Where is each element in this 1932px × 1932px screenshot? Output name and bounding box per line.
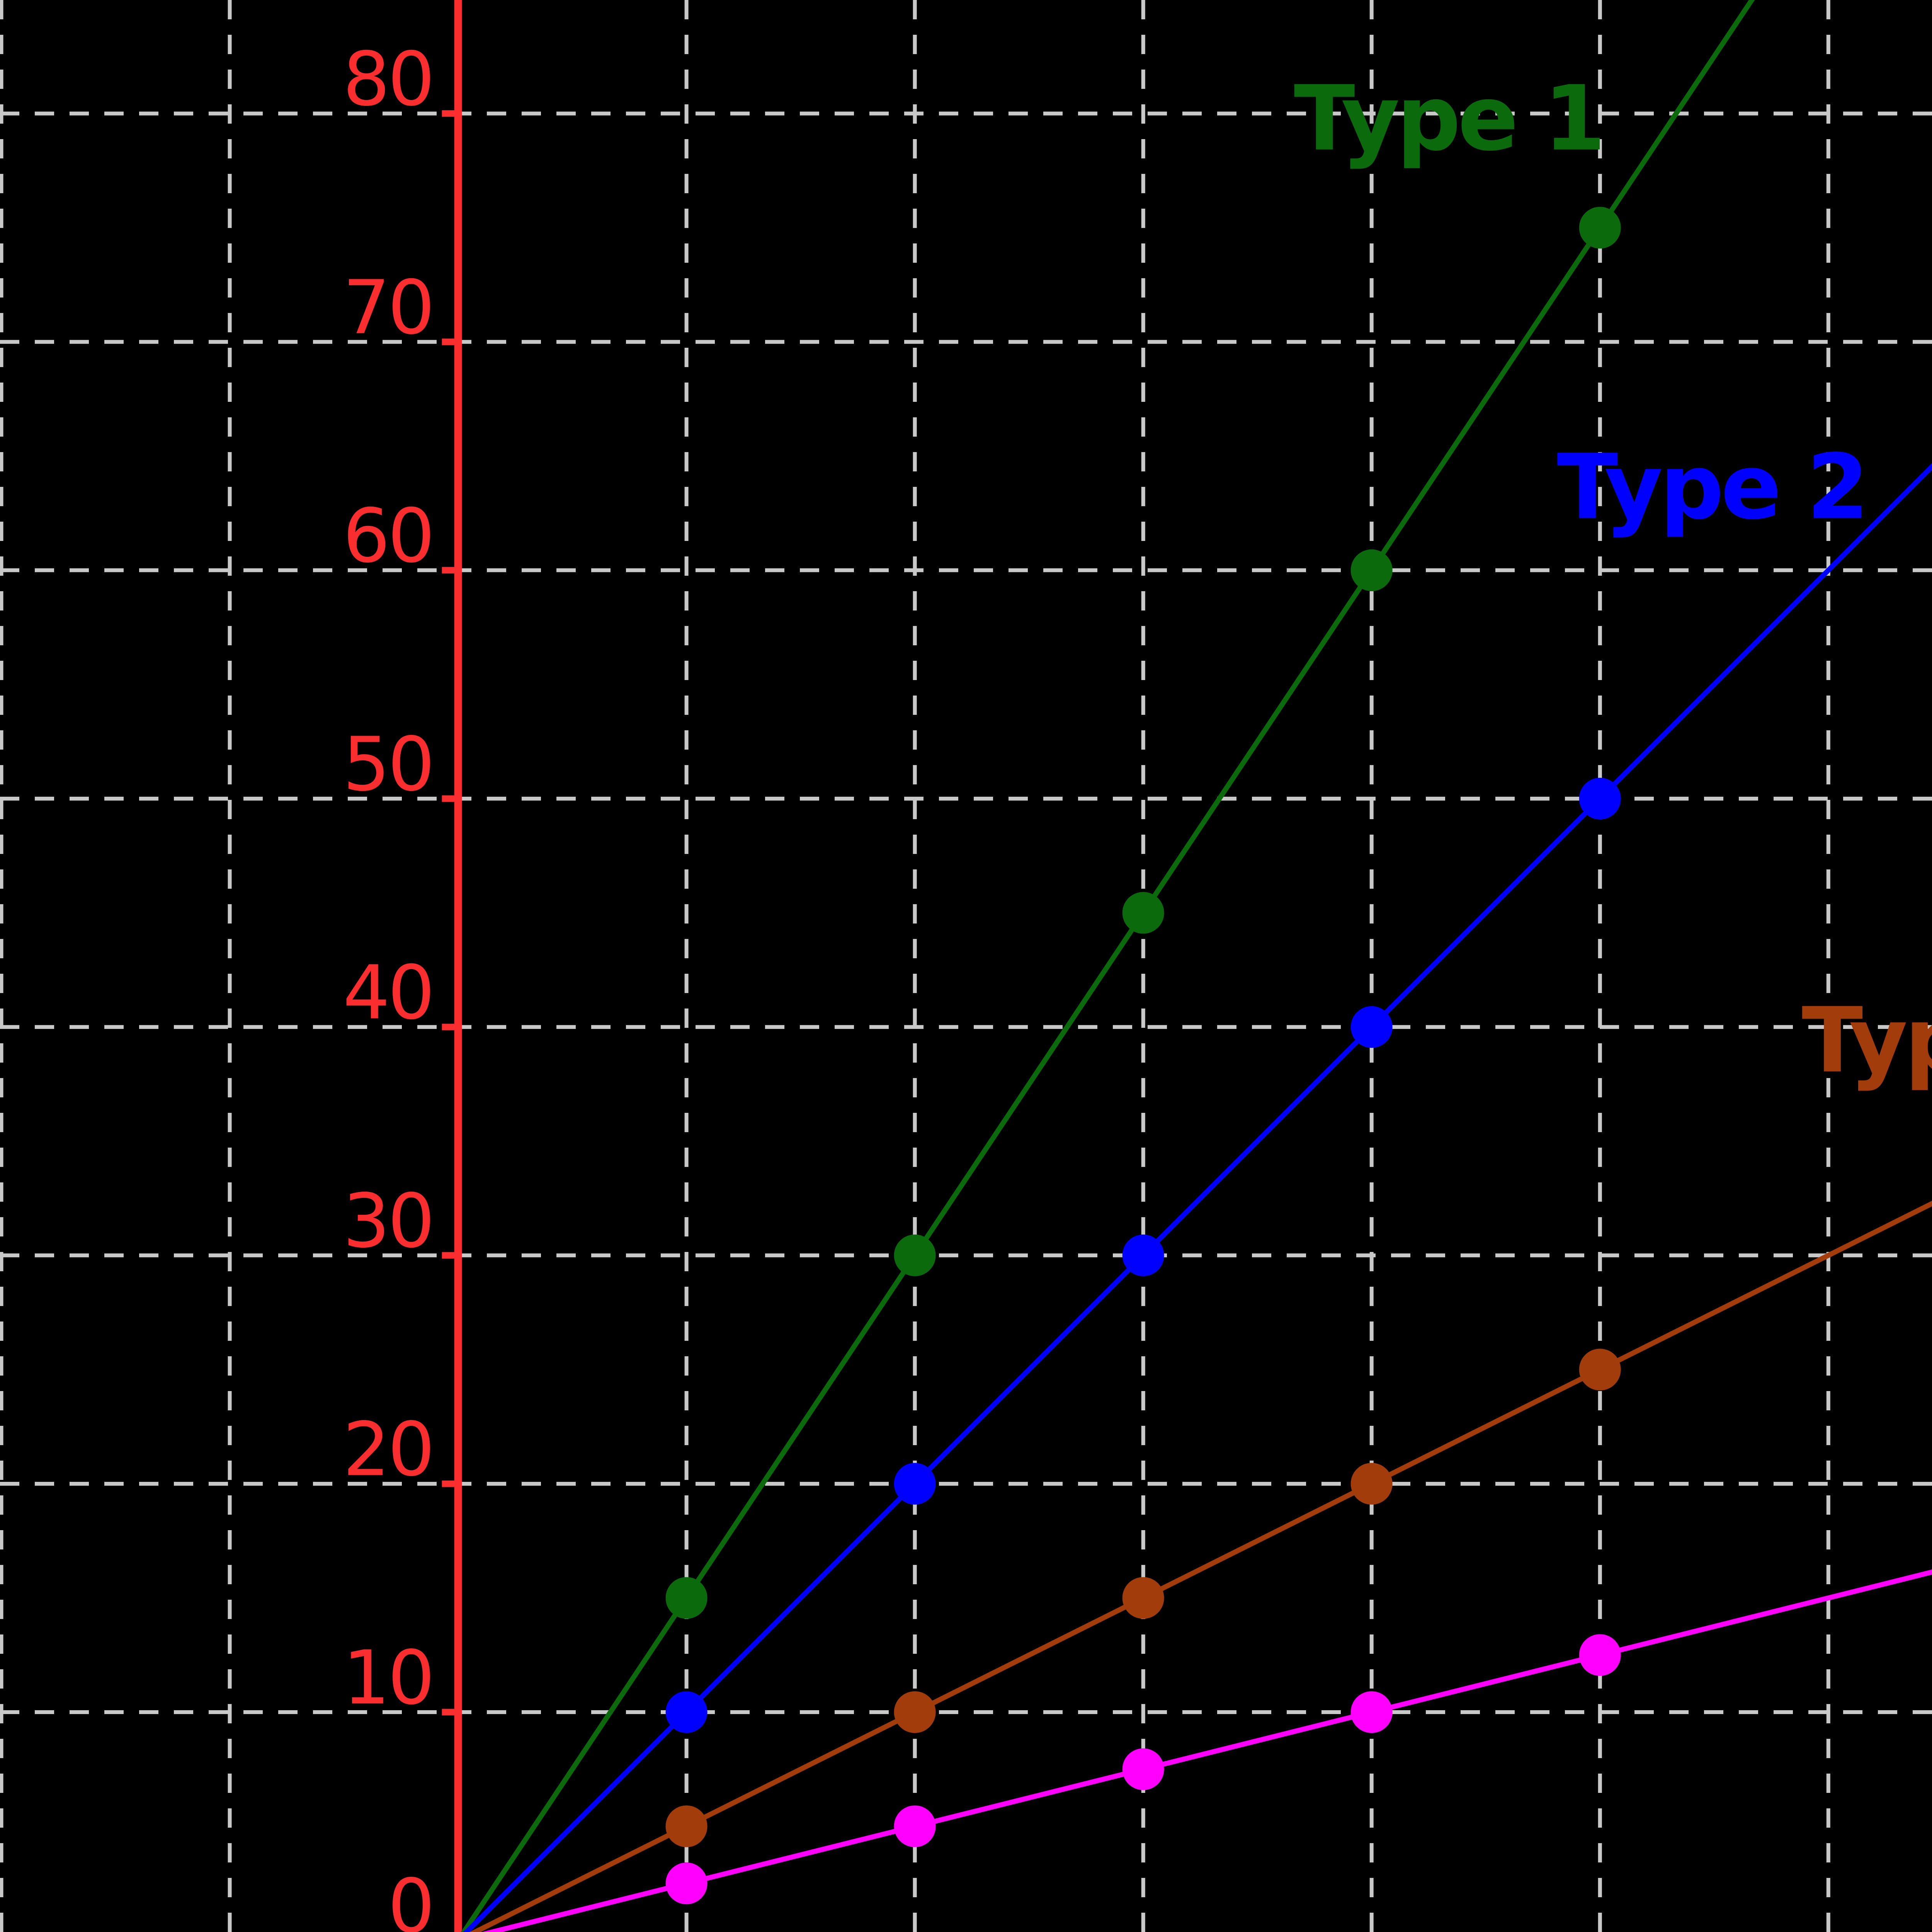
data-point-type-1 [894, 1234, 936, 1276]
y-tick-label: 30 [343, 1178, 432, 1264]
series-line-type-4 [481, 1569, 1932, 1932]
data-point-type-3 [1122, 1577, 1164, 1619]
data-point-type-1 [1579, 207, 1621, 249]
data-point-type-2 [1350, 1006, 1393, 1048]
data-point-type-2 [1122, 1234, 1164, 1276]
data-point-type-1 [1350, 549, 1393, 591]
data-point-type-4 [894, 1805, 936, 1847]
y-tick-label: 60 [343, 493, 432, 579]
data-point-type-1 [1122, 892, 1164, 934]
y-tick-label: 50 [343, 721, 432, 808]
series-label-type-2: Type 2 [1557, 435, 1866, 539]
series-label-type-3: Type 3 [1802, 988, 1932, 1093]
y-tick-label: 70 [343, 265, 432, 351]
data-point-type-2 [665, 1691, 707, 1733]
data-point-type-3 [894, 1691, 936, 1733]
data-point-type-4 [1122, 1748, 1164, 1790]
data-point-type-4 [665, 1862, 707, 1905]
data-point-type-4 [1350, 1691, 1393, 1733]
data-point-type-3 [1350, 1463, 1393, 1505]
data-point-type-3 [1579, 1349, 1621, 1391]
y-tick-label: 20 [343, 1406, 432, 1493]
data-point-type-2 [1579, 777, 1621, 820]
y-tick-label: 0 [388, 1864, 432, 1932]
data-point-type-3 [665, 1805, 707, 1847]
series-label-type-1: Type 1 [1294, 66, 1603, 171]
data-point-type-1 [665, 1577, 707, 1619]
data-point-type-2 [894, 1463, 936, 1505]
y-tick-label: 10 [343, 1635, 432, 1721]
series-line-type-3 [469, 1201, 1932, 1932]
y-tick-label: 80 [343, 36, 432, 122]
data-point-type-4 [1579, 1634, 1621, 1676]
y-tick-label: 40 [343, 950, 432, 1036]
